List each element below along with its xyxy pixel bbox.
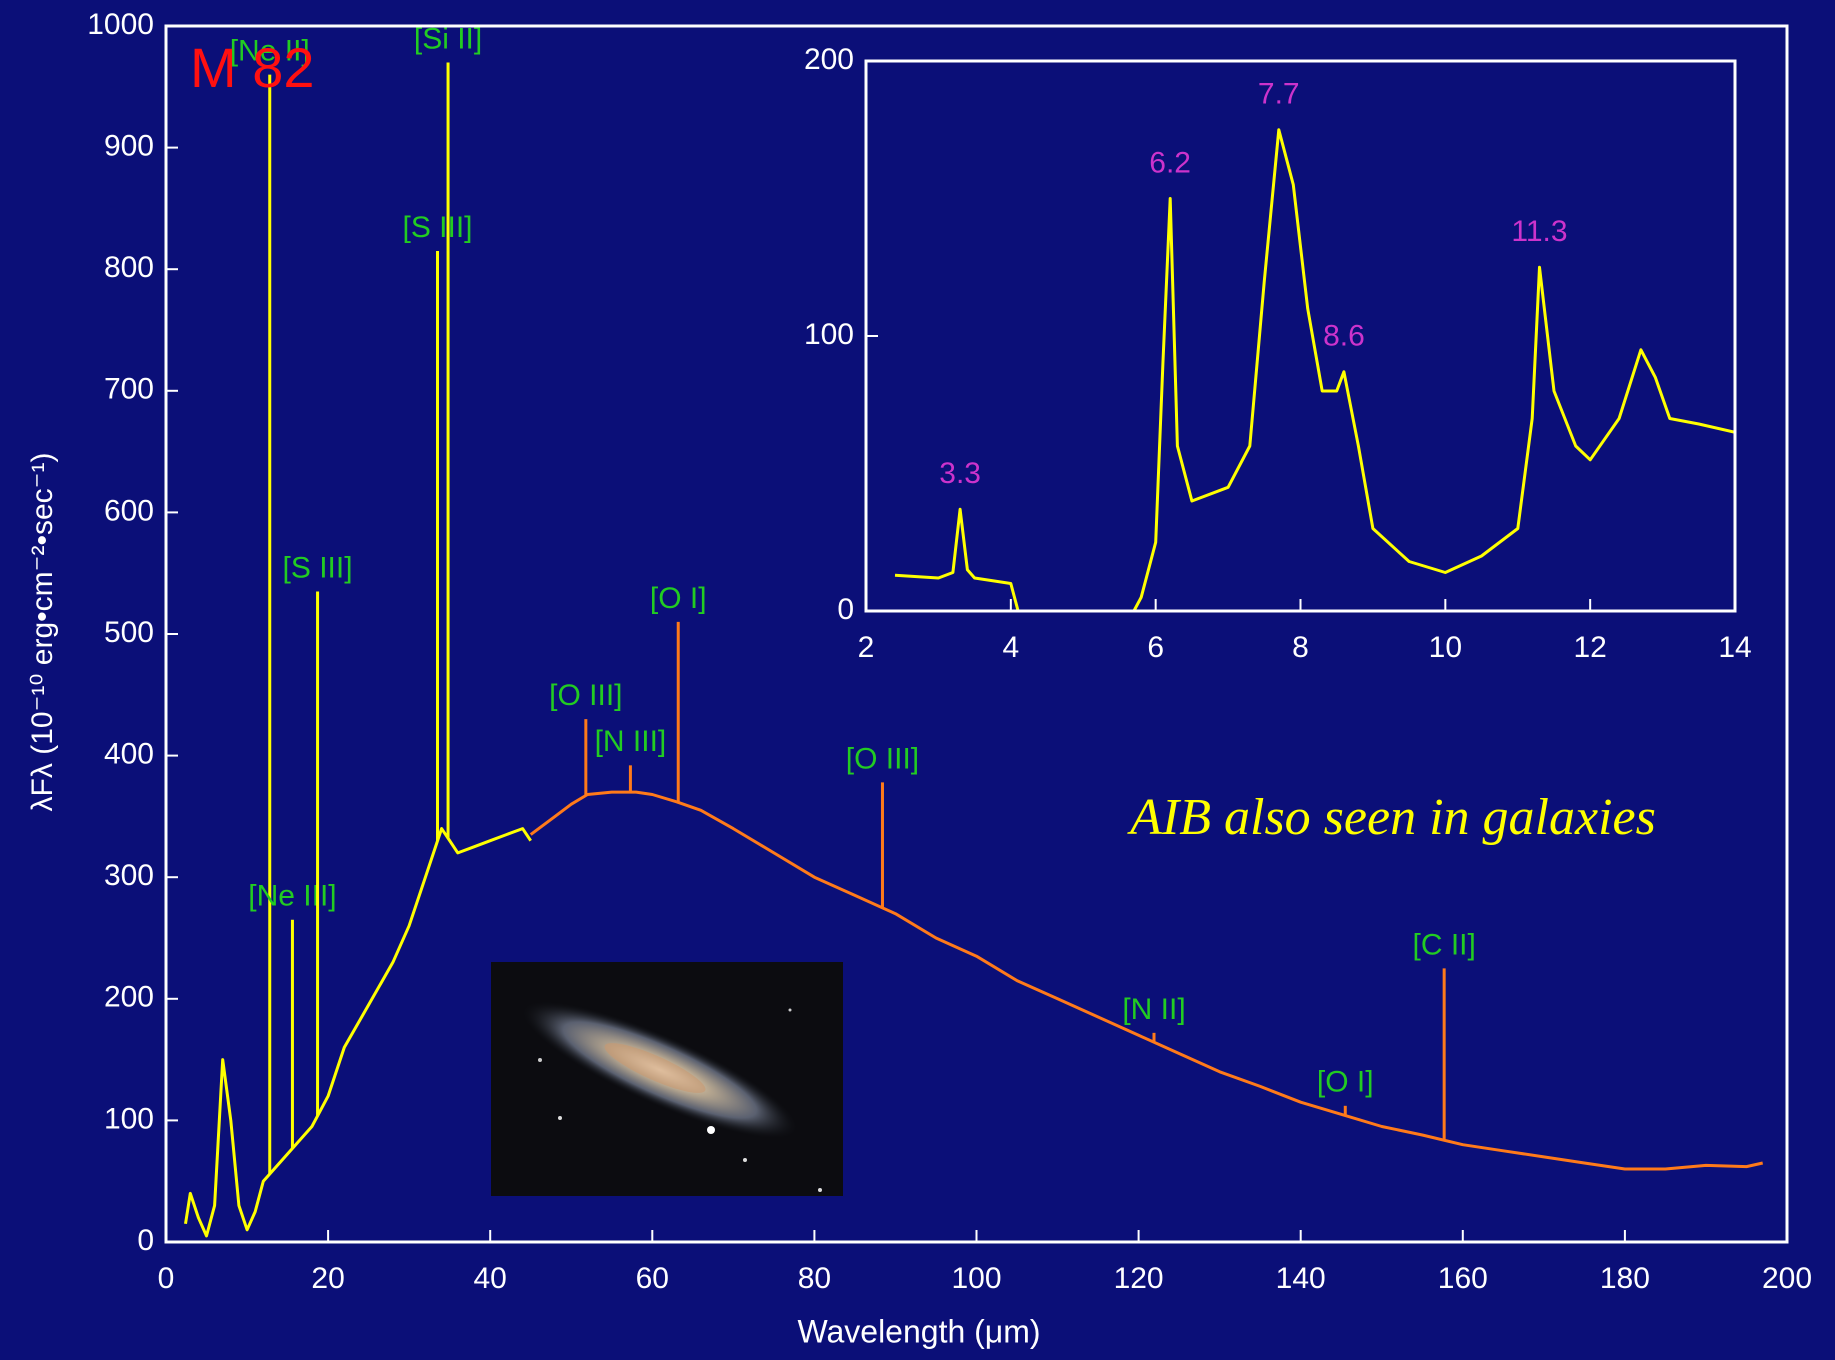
y-tick-label: 0 (837, 593, 854, 626)
line-label: [S III] (403, 211, 473, 244)
y-tick-label: 400 (104, 738, 154, 771)
y-tick-label: 900 (104, 130, 154, 163)
line-label: [O I] (650, 582, 707, 615)
line-label: [N III] (595, 725, 667, 758)
y-tick-label: 200 (104, 981, 154, 1014)
galaxy-photo (491, 962, 843, 1196)
chart-title: M 82 (190, 36, 315, 99)
main-plot: [Ne II] [Ne III] [S III] [S III] [Si II] [O I… (87, 8, 1812, 1295)
x-tick-label: 80 (798, 1262, 831, 1295)
y-tick-label: 1000 (87, 8, 154, 41)
x-axis-label: Wavelength (μm) (797, 1313, 1040, 1349)
x-tick-label: 14 (1718, 631, 1751, 664)
line-label: [O III] (549, 679, 622, 712)
line-label: [Si II] (414, 22, 482, 55)
band-label: 6.2 (1149, 146, 1191, 179)
y-tick-label: 100 (804, 318, 854, 351)
line-label: [O I] (1317, 1066, 1374, 1099)
y-tick-label: 600 (104, 494, 154, 527)
x-tick-label: 60 (636, 1262, 669, 1295)
line-label: [C II] (1412, 928, 1475, 961)
y-tick-label: 200 (804, 43, 854, 76)
y-tick-label: 500 (104, 616, 154, 649)
spectrum-line (529, 790, 1764, 1171)
y-axis-label: λFλ (10⁻¹⁰ erg•cm⁻²•sec⁻¹) (26, 453, 59, 812)
line-label: [S III] (283, 551, 353, 584)
inset-plot: 3.3 6.2 7.7 8.6 11.3 2 4 6 8 10 12 14 0 100 200 (804, 43, 1752, 664)
x-tick-label: 20 (311, 1262, 344, 1295)
x-tick-label: 200 (1762, 1262, 1812, 1295)
band-label: 11.3 (1511, 215, 1567, 248)
x-tick-label: 140 (1276, 1262, 1326, 1295)
spectrum-line (184, 827, 532, 1238)
x-tick-label: 160 (1438, 1262, 1488, 1295)
x-tick-label: 4 (1002, 631, 1019, 664)
x-tick-label: 40 (474, 1262, 507, 1295)
band-label: 3.3 (939, 457, 981, 490)
y-tick-label: 700 (104, 373, 154, 406)
line-label: [Ne II] (230, 35, 310, 68)
y-tick-label: 100 (104, 1102, 154, 1135)
annotation: AIB also seen in galaxies (1127, 789, 1656, 846)
x-tick-label: 12 (1573, 631, 1606, 664)
line-label: [Ne III] (248, 880, 336, 913)
x-tick-label: 180 (1600, 1262, 1650, 1295)
y-tick-label: 300 (104, 859, 154, 892)
inset-background (866, 61, 1735, 611)
x-tick-label: 100 (951, 1262, 1001, 1295)
x-tick-label: 120 (1114, 1262, 1164, 1295)
x-tick-label: 6 (1147, 631, 1164, 664)
y-tick-label: 0 (137, 1224, 154, 1257)
spectrum-line (894, 128, 1735, 611)
x-tick-label: 8 (1292, 631, 1309, 664)
x-tick-label: 2 (858, 631, 875, 664)
x-tick-label: 10 (1429, 631, 1462, 664)
x-tick-label: 0 (158, 1262, 175, 1295)
line-label: [N II] (1122, 993, 1185, 1026)
band-label: 8.6 (1323, 320, 1365, 353)
line-label: [O III] (846, 742, 919, 775)
y-tick-label: 800 (104, 251, 154, 284)
band-label: 7.7 (1258, 78, 1300, 111)
